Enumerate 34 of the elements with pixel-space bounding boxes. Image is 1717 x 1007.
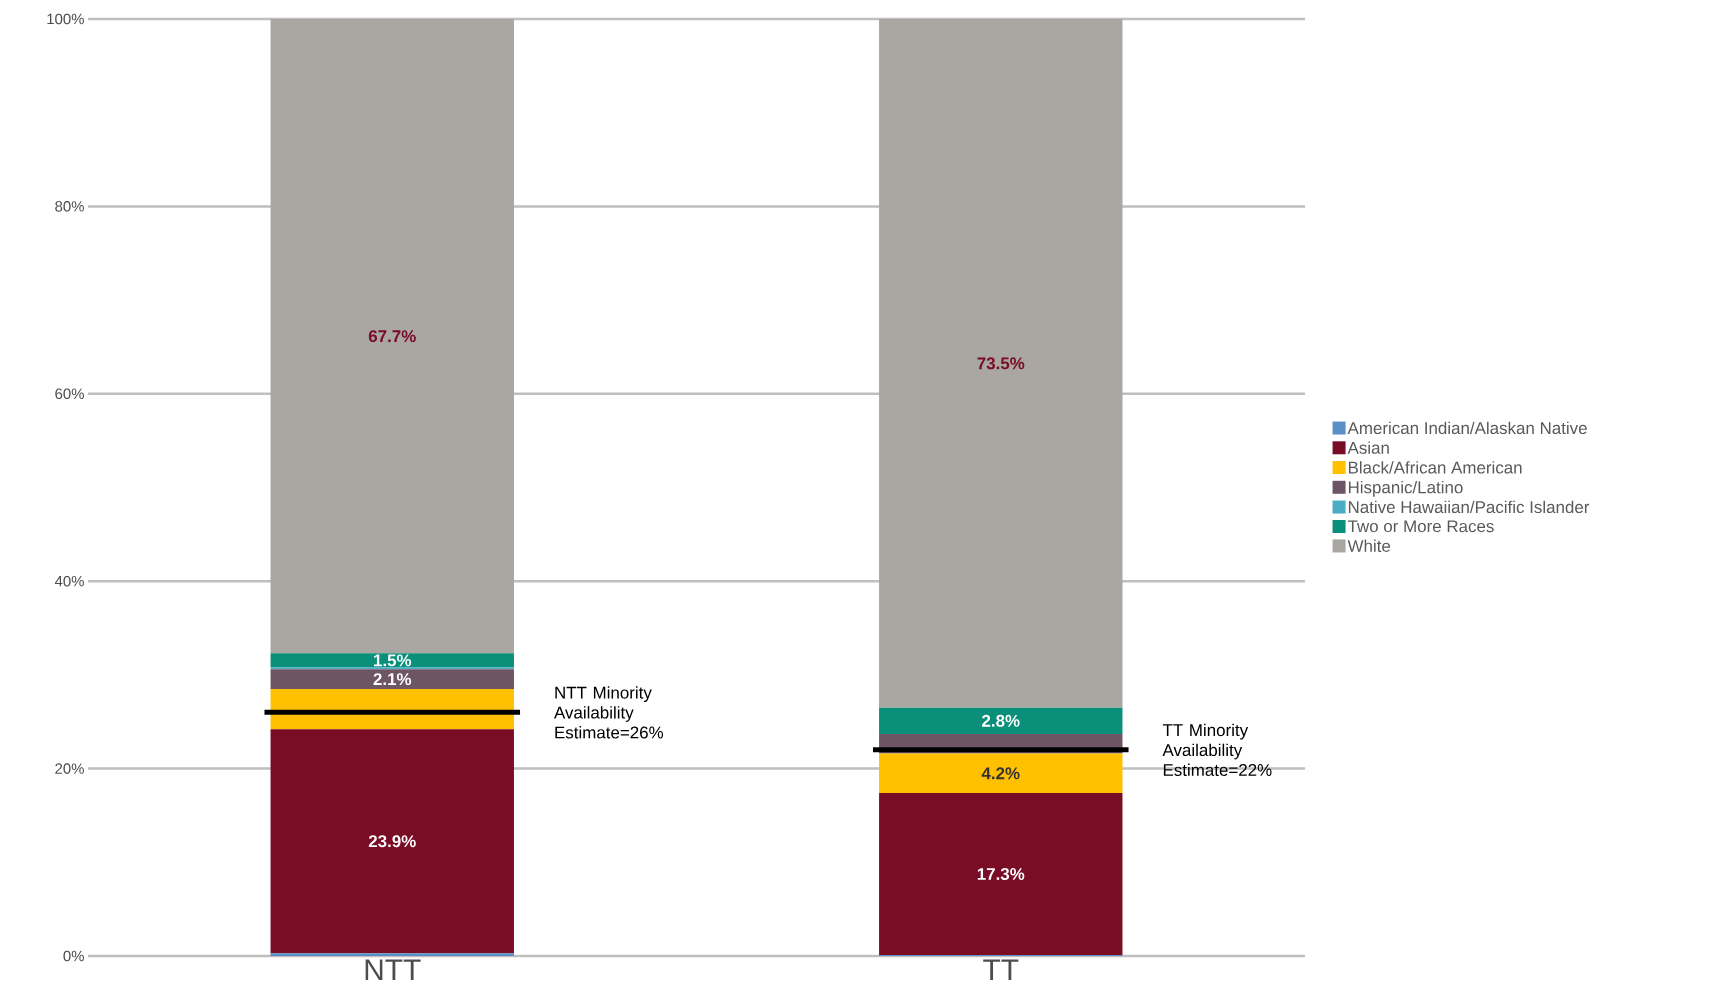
bar <box>270 653 514 668</box>
legend-label: American Indian/Alaskan Native <box>1347 421 1587 435</box>
x-tick-label: NTT <box>365 959 421 981</box>
legend-label: White <box>1347 539 1391 552</box>
data-label: 17.3% <box>977 868 1025 881</box>
bar <box>270 669 514 689</box>
data-label: 67.7% <box>368 330 416 343</box>
y-tick-label: 20% <box>55 763 84 774</box>
legend-label: Hispanic/Latino <box>1348 480 1463 497</box>
bar <box>270 18 514 654</box>
y-tick-label: 100% <box>47 13 84 25</box>
bar <box>270 953 514 956</box>
bar <box>879 18 1123 708</box>
bar <box>879 753 1123 793</box>
bar <box>270 729 514 954</box>
y-tick-label: 0% <box>63 950 84 962</box>
ref-line-label: TT Minority Availability Estimate=22% <box>1162 723 1272 777</box>
legend-label: Two or More Races <box>1347 520 1494 533</box>
y-tick-label: 80% <box>55 201 84 212</box>
data-label: 23.9% <box>368 835 416 848</box>
data-label: 1.5% <box>374 654 412 667</box>
legend-label: Black/African American <box>1348 461 1522 474</box>
bar <box>879 707 1123 734</box>
data-label: 73.5% <box>977 357 1025 370</box>
x-tick-label: TT <box>983 959 1019 981</box>
data-label: 2.1% <box>373 673 412 686</box>
y-tick-label: 40% <box>54 575 84 587</box>
y-tick-label: 60% <box>55 388 84 400</box>
legend-label: Native Hawaiian/Pacific Islander <box>1348 500 1590 514</box>
legend-label: Asian <box>1347 441 1389 454</box>
data-label: 2.8% <box>982 714 1020 727</box>
data-label: 4.2% <box>981 767 1020 780</box>
ref-line-label: NTT Minority Availability Estimate=26% <box>554 686 664 739</box>
bar <box>879 792 1123 956</box>
